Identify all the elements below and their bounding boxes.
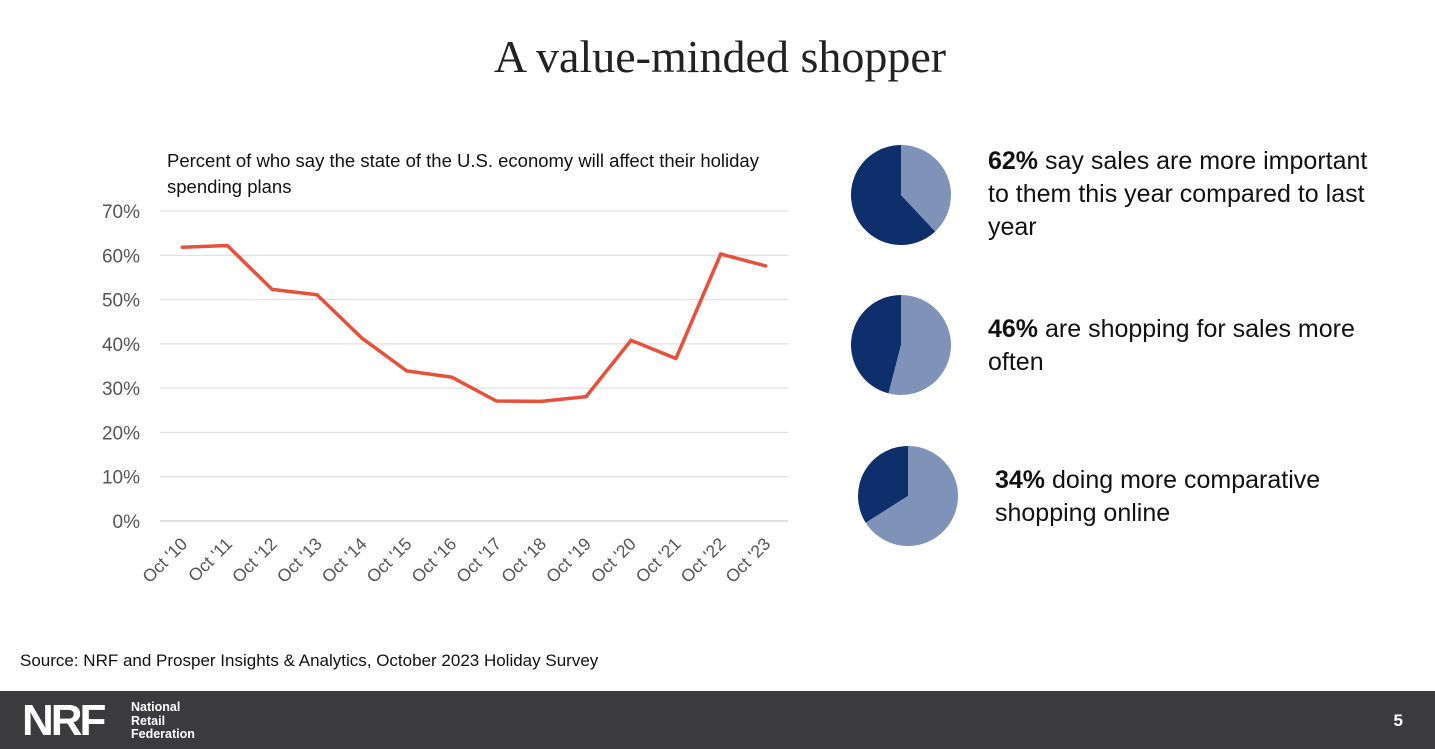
x-tick-label: Oct '18 <box>497 534 550 587</box>
series-line <box>180 243 768 404</box>
pie-slice-rest <box>888 295 952 395</box>
x-tick-label: Oct '22 <box>677 534 730 587</box>
page-title: A value-minded shopper <box>493 31 947 82</box>
x-tick-label: Oct '12 <box>228 534 281 587</box>
x-tick-label: Oct '17 <box>452 534 505 587</box>
pie-chart-46 <box>851 295 952 395</box>
pie-slice-highlight <box>851 295 901 394</box>
pie-chart-34 <box>857 446 958 546</box>
source-note: Source: NRF and Prosper Insights & Analy… <box>20 651 599 670</box>
pie-chart-62 <box>851 145 952 245</box>
data-point <box>360 336 364 340</box>
stat-62-desc: say sales are more important to them thi… <box>988 147 1368 241</box>
pie-slice-highlight <box>857 446 908 523</box>
data-point <box>405 369 409 373</box>
x-tick-label: Oct '14 <box>318 534 371 587</box>
pie-slice-highlight <box>851 145 936 245</box>
data-point <box>719 252 723 256</box>
stat-62-text: 62% say sales are more important to them… <box>988 145 1388 244</box>
stat-46-desc: are shopping for sales more often <box>988 315 1355 376</box>
y-tick-label: 40% <box>102 335 140 356</box>
stat-34-desc: doing more comparative shopping online <box>995 466 1321 527</box>
data-point <box>539 399 543 404</box>
y-tick-label: 30% <box>102 379 140 400</box>
x-tick-label: Oct '13 <box>273 534 326 587</box>
data-point <box>315 293 319 297</box>
data-point <box>674 356 678 361</box>
stat-46-value: 46% <box>988 315 1039 343</box>
x-tick-label: Oct '20 <box>587 534 640 587</box>
stat-34-text: 34% doing more comparative shopping onli… <box>995 464 1395 530</box>
footer-bar: NRF National Retail Federation 5 <box>0 691 1435 749</box>
x-tick-label: Oct '10 <box>138 534 191 587</box>
data-point <box>180 245 185 249</box>
logo-name-line-2: Retail <box>131 713 166 728</box>
y-tick-label: 50% <box>102 291 140 312</box>
page-number: 5 <box>1393 711 1403 730</box>
logo-name: National Retail Federation <box>131 700 231 742</box>
data-point <box>449 375 454 379</box>
x-tick-label: Oct '15 <box>363 534 416 587</box>
data-point <box>494 399 499 403</box>
x-tick-label: Oct '11 <box>184 534 236 586</box>
logo-name-line-1: National <box>131 700 181 714</box>
stat-46-text: 46% are shopping for sales more often <box>988 313 1388 379</box>
data-point <box>225 243 229 248</box>
pie-slice-rest <box>865 446 958 546</box>
logo-mark: NRF <box>22 696 106 745</box>
y-tick-label: 20% <box>102 423 140 444</box>
x-tick-label: Oct '21 <box>632 534 685 587</box>
stat-62-value: 62% <box>988 147 1039 175</box>
y-tick-label: 0% <box>113 512 141 533</box>
x-tick-label: Oct '23 <box>721 534 774 587</box>
y-tick-label: 70% <box>102 202 140 223</box>
stat-34-value: 34% <box>995 466 1046 494</box>
x-tick-label: Oct '16 <box>407 534 460 587</box>
logo-name-line-3: Federation <box>131 727 195 741</box>
data-point <box>763 264 768 268</box>
y-tick-label: 10% <box>102 468 140 489</box>
x-tick-label: Oct '19 <box>542 534 595 587</box>
pie-slice-rest <box>901 145 952 232</box>
data-point <box>629 338 633 342</box>
y-tick-label: 60% <box>102 246 140 267</box>
chart-title: Percent of who say the state of the U.S.… <box>167 150 759 197</box>
data-point <box>270 287 274 291</box>
data-point <box>584 394 588 399</box>
